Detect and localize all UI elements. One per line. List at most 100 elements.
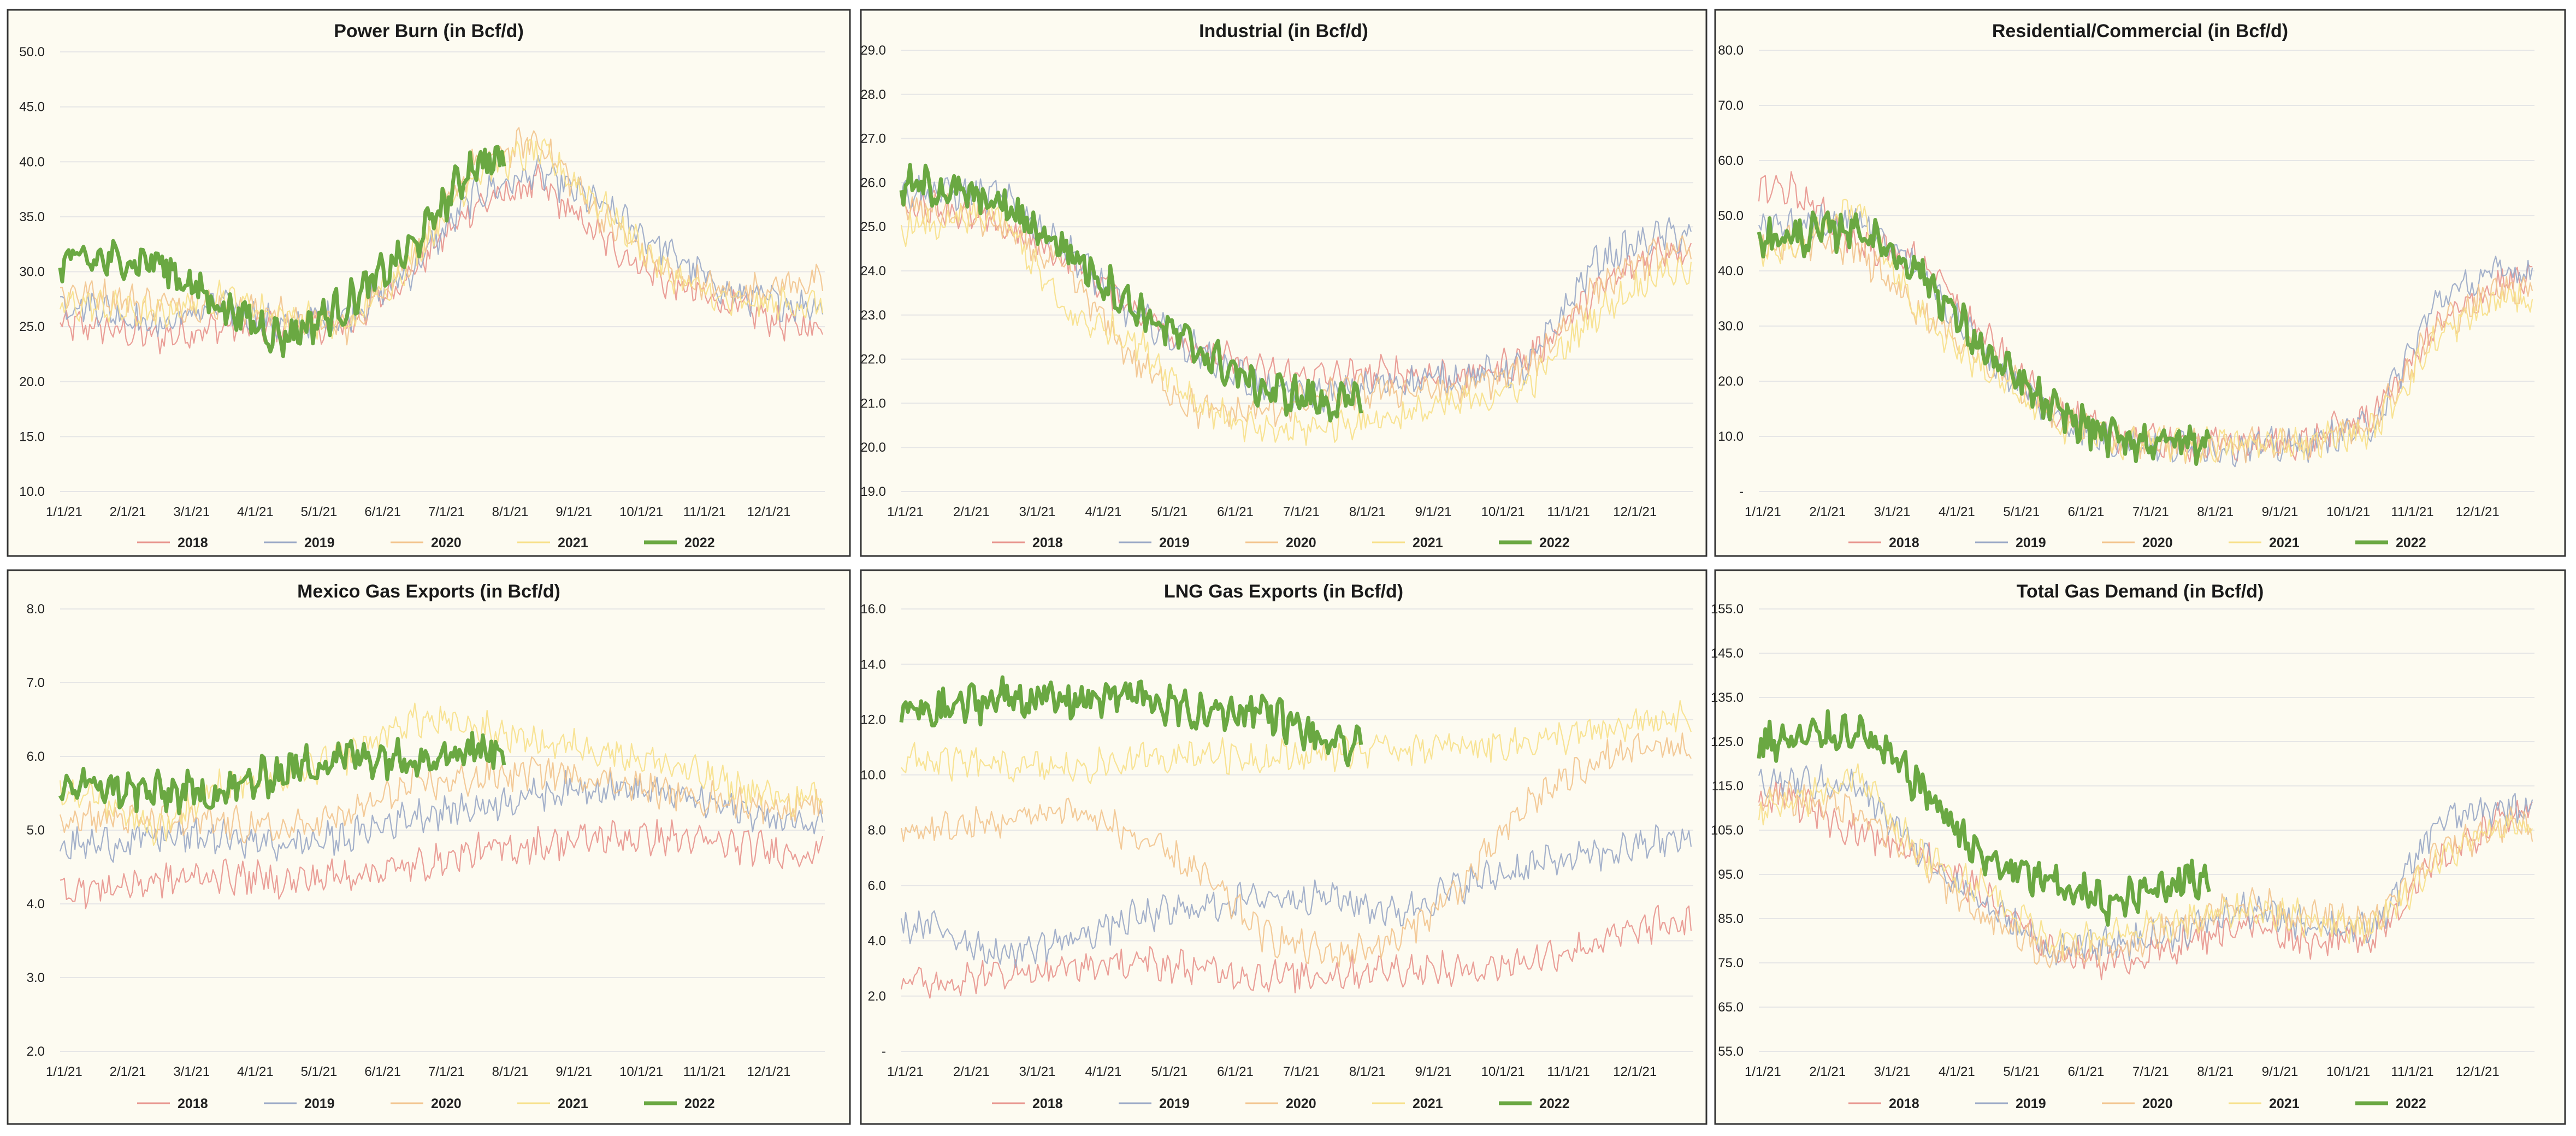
panel-frame bbox=[860, 9, 1708, 557]
x-tick-label: 3/1/21 bbox=[1019, 1064, 1056, 1079]
legend-label: 2019 bbox=[304, 535, 335, 551]
x-tick-label: 12/1/21 bbox=[2456, 1064, 2500, 1079]
x-tick-label: 4/1/21 bbox=[1939, 1064, 1975, 1079]
x-tick-label: 9/1/21 bbox=[556, 1064, 592, 1079]
series-line-2018 bbox=[60, 819, 824, 909]
series-line-2019 bbox=[60, 155, 824, 340]
x-tick-label: 6/1/21 bbox=[1217, 505, 1254, 519]
x-tick-label: 2/1/21 bbox=[1809, 1064, 1846, 1079]
y-tick-label: 20.0 bbox=[19, 375, 45, 389]
legend-label: 2021 bbox=[558, 535, 588, 551]
series-line-2022 bbox=[1757, 709, 2211, 927]
legend-label: 2020 bbox=[431, 1096, 462, 1111]
x-tick-label: 4/1/21 bbox=[1085, 505, 1122, 519]
y-tick-label: 80.0 bbox=[1718, 43, 1744, 58]
chart-panel-5: LNG Gas Exports (in Bcf/d) 16.0 14.0 12.0 10… bbox=[860, 569, 1708, 1125]
x-tick-label: 9/1/21 bbox=[2262, 505, 2299, 519]
legend-label: 2022 bbox=[1539, 535, 1570, 551]
chart-panel-3: Residential/Commercial (in Bcf/d) 80.0 70.… bbox=[1714, 9, 2566, 557]
x-tick-label: 8/1/21 bbox=[492, 1064, 529, 1079]
x-tick-label: 10/1/21 bbox=[1481, 1064, 1525, 1079]
legend: 2018 2019 2020 2021 2022 bbox=[992, 535, 1570, 551]
x-tick-label: 12/1/21 bbox=[2456, 505, 2500, 519]
x-tick-label: 1/1/21 bbox=[46, 505, 82, 519]
y-tick-label: 55.0 bbox=[1718, 1044, 1744, 1059]
y-tick-label: 20.0 bbox=[860, 440, 886, 455]
x-tick-label: 3/1/21 bbox=[1874, 505, 1911, 519]
chart-title: Residential/Commercial (in Bcf/d) bbox=[1992, 21, 2288, 42]
x-tick-label: 12/1/21 bbox=[1613, 1064, 1657, 1079]
y-tick-label: 45.0 bbox=[19, 100, 45, 115]
x-tick-label: 10/1/21 bbox=[1481, 505, 1525, 519]
legend-label: 2020 bbox=[2142, 1096, 2173, 1111]
x-tick-label: 4/1/21 bbox=[237, 1064, 274, 1079]
legend-label: 2018 bbox=[1032, 1096, 1063, 1111]
chart-panel-1: Power Burn (in Bcf/d) 50.0 45.0 40.0 35.0 30.… bbox=[7, 9, 851, 557]
x-tick-label: 8/1/21 bbox=[1349, 505, 1386, 519]
x-tick-label: 6/1/21 bbox=[364, 505, 401, 519]
legend-label: 2018 bbox=[1889, 535, 1919, 551]
legend-label: 2018 bbox=[1889, 1096, 1919, 1111]
legend-label: 2021 bbox=[2269, 535, 2300, 551]
y-tick-label: 14.0 bbox=[860, 657, 886, 672]
y-tick-label: 20.0 bbox=[1718, 374, 1744, 389]
legend-label: 2021 bbox=[2269, 1096, 2300, 1111]
y-tick-label: 30.0 bbox=[19, 265, 45, 280]
chart-panel-2: Industrial (in Bcf/d) 29.0 28.0 27.0 26.0 25.… bbox=[860, 9, 1708, 557]
y-tick-label: 75.0 bbox=[1718, 956, 1744, 971]
series-line-2018 bbox=[900, 904, 1692, 999]
series-line-2020 bbox=[1758, 780, 2533, 968]
x-tick-label: 7/1/21 bbox=[2132, 1064, 2169, 1079]
y-tick-label: 8.0 bbox=[868, 823, 886, 838]
x-tick-label: 10/1/21 bbox=[2326, 1064, 2370, 1079]
y-tick-label: 70.0 bbox=[1718, 98, 1744, 113]
x-tick-label: 5/1/21 bbox=[1151, 1064, 1187, 1079]
chart-panel-6: Total Gas Demand (in Bcf/d) 155.0 145.0 135… bbox=[1711, 569, 2566, 1125]
x-tick-label: 1/1/21 bbox=[887, 505, 924, 519]
y-tick-label: 115.0 bbox=[1712, 779, 1744, 794]
x-tick-label: 3/1/21 bbox=[1874, 1064, 1911, 1079]
legend-label: 2019 bbox=[304, 1096, 335, 1111]
panel-frame bbox=[1714, 569, 2566, 1125]
x-tick-label: 8/1/21 bbox=[2197, 505, 2234, 519]
x-tick-label: 5/1/21 bbox=[1151, 505, 1187, 519]
y-tick-label: 2.0 bbox=[27, 1044, 45, 1059]
x-tick-label: 6/1/21 bbox=[2068, 505, 2105, 519]
series-line-2021 bbox=[900, 199, 1692, 446]
y-tick-label: 6.0 bbox=[868, 878, 886, 893]
y-tick-label: 5.0 bbox=[27, 823, 45, 838]
x-tick-label: 2/1/21 bbox=[1809, 505, 1846, 519]
x-tick-label: 7/1/21 bbox=[2132, 505, 2169, 519]
series-line-2022 bbox=[1757, 210, 2211, 466]
legend-label: 2020 bbox=[1286, 535, 1316, 551]
x-tick-label: 8/1/21 bbox=[492, 505, 529, 519]
x-tick-label: 1/1/21 bbox=[1745, 505, 1781, 519]
legend: 2018 2019 2020 2021 2022 bbox=[137, 535, 715, 551]
y-tick-label: 145.0 bbox=[1711, 646, 1744, 661]
x-tick-label: 11/1/21 bbox=[683, 505, 726, 519]
x-tick-label: 9/1/21 bbox=[1415, 505, 1452, 519]
x-tick-label: 5/1/21 bbox=[2003, 1064, 2040, 1079]
y-tick-label: 125.0 bbox=[1711, 735, 1744, 749]
y-tick-label: 19.0 bbox=[860, 484, 886, 499]
x-tick-label: 6/1/21 bbox=[2068, 1064, 2105, 1079]
x-tick-label: 5/1/21 bbox=[301, 1064, 338, 1079]
y-tick-label: 50.0 bbox=[1718, 209, 1744, 223]
x-tick-label: 2/1/21 bbox=[110, 505, 146, 519]
panel-frame bbox=[860, 569, 1708, 1125]
series-line-2018 bbox=[60, 163, 824, 354]
chart-title: Industrial (in Bcf/d) bbox=[1199, 21, 1368, 42]
y-tick-label: 50.0 bbox=[19, 45, 45, 60]
series-line-2021 bbox=[1758, 763, 2533, 960]
series-line-2022 bbox=[58, 731, 506, 815]
x-tick-label: 6/1/21 bbox=[1217, 1064, 1254, 1079]
x-tick-label: 11/1/21 bbox=[683, 1064, 726, 1079]
legend: 2018 2019 2020 2021 2022 bbox=[1848, 1096, 2426, 1111]
legend-label: 2022 bbox=[2396, 535, 2426, 551]
series-line-2022 bbox=[58, 145, 506, 358]
panel-frame bbox=[7, 9, 851, 557]
x-tick-label: 2/1/21 bbox=[110, 1064, 146, 1079]
x-tick-label: 12/1/21 bbox=[747, 505, 790, 519]
series-line-2020 bbox=[59, 756, 824, 844]
